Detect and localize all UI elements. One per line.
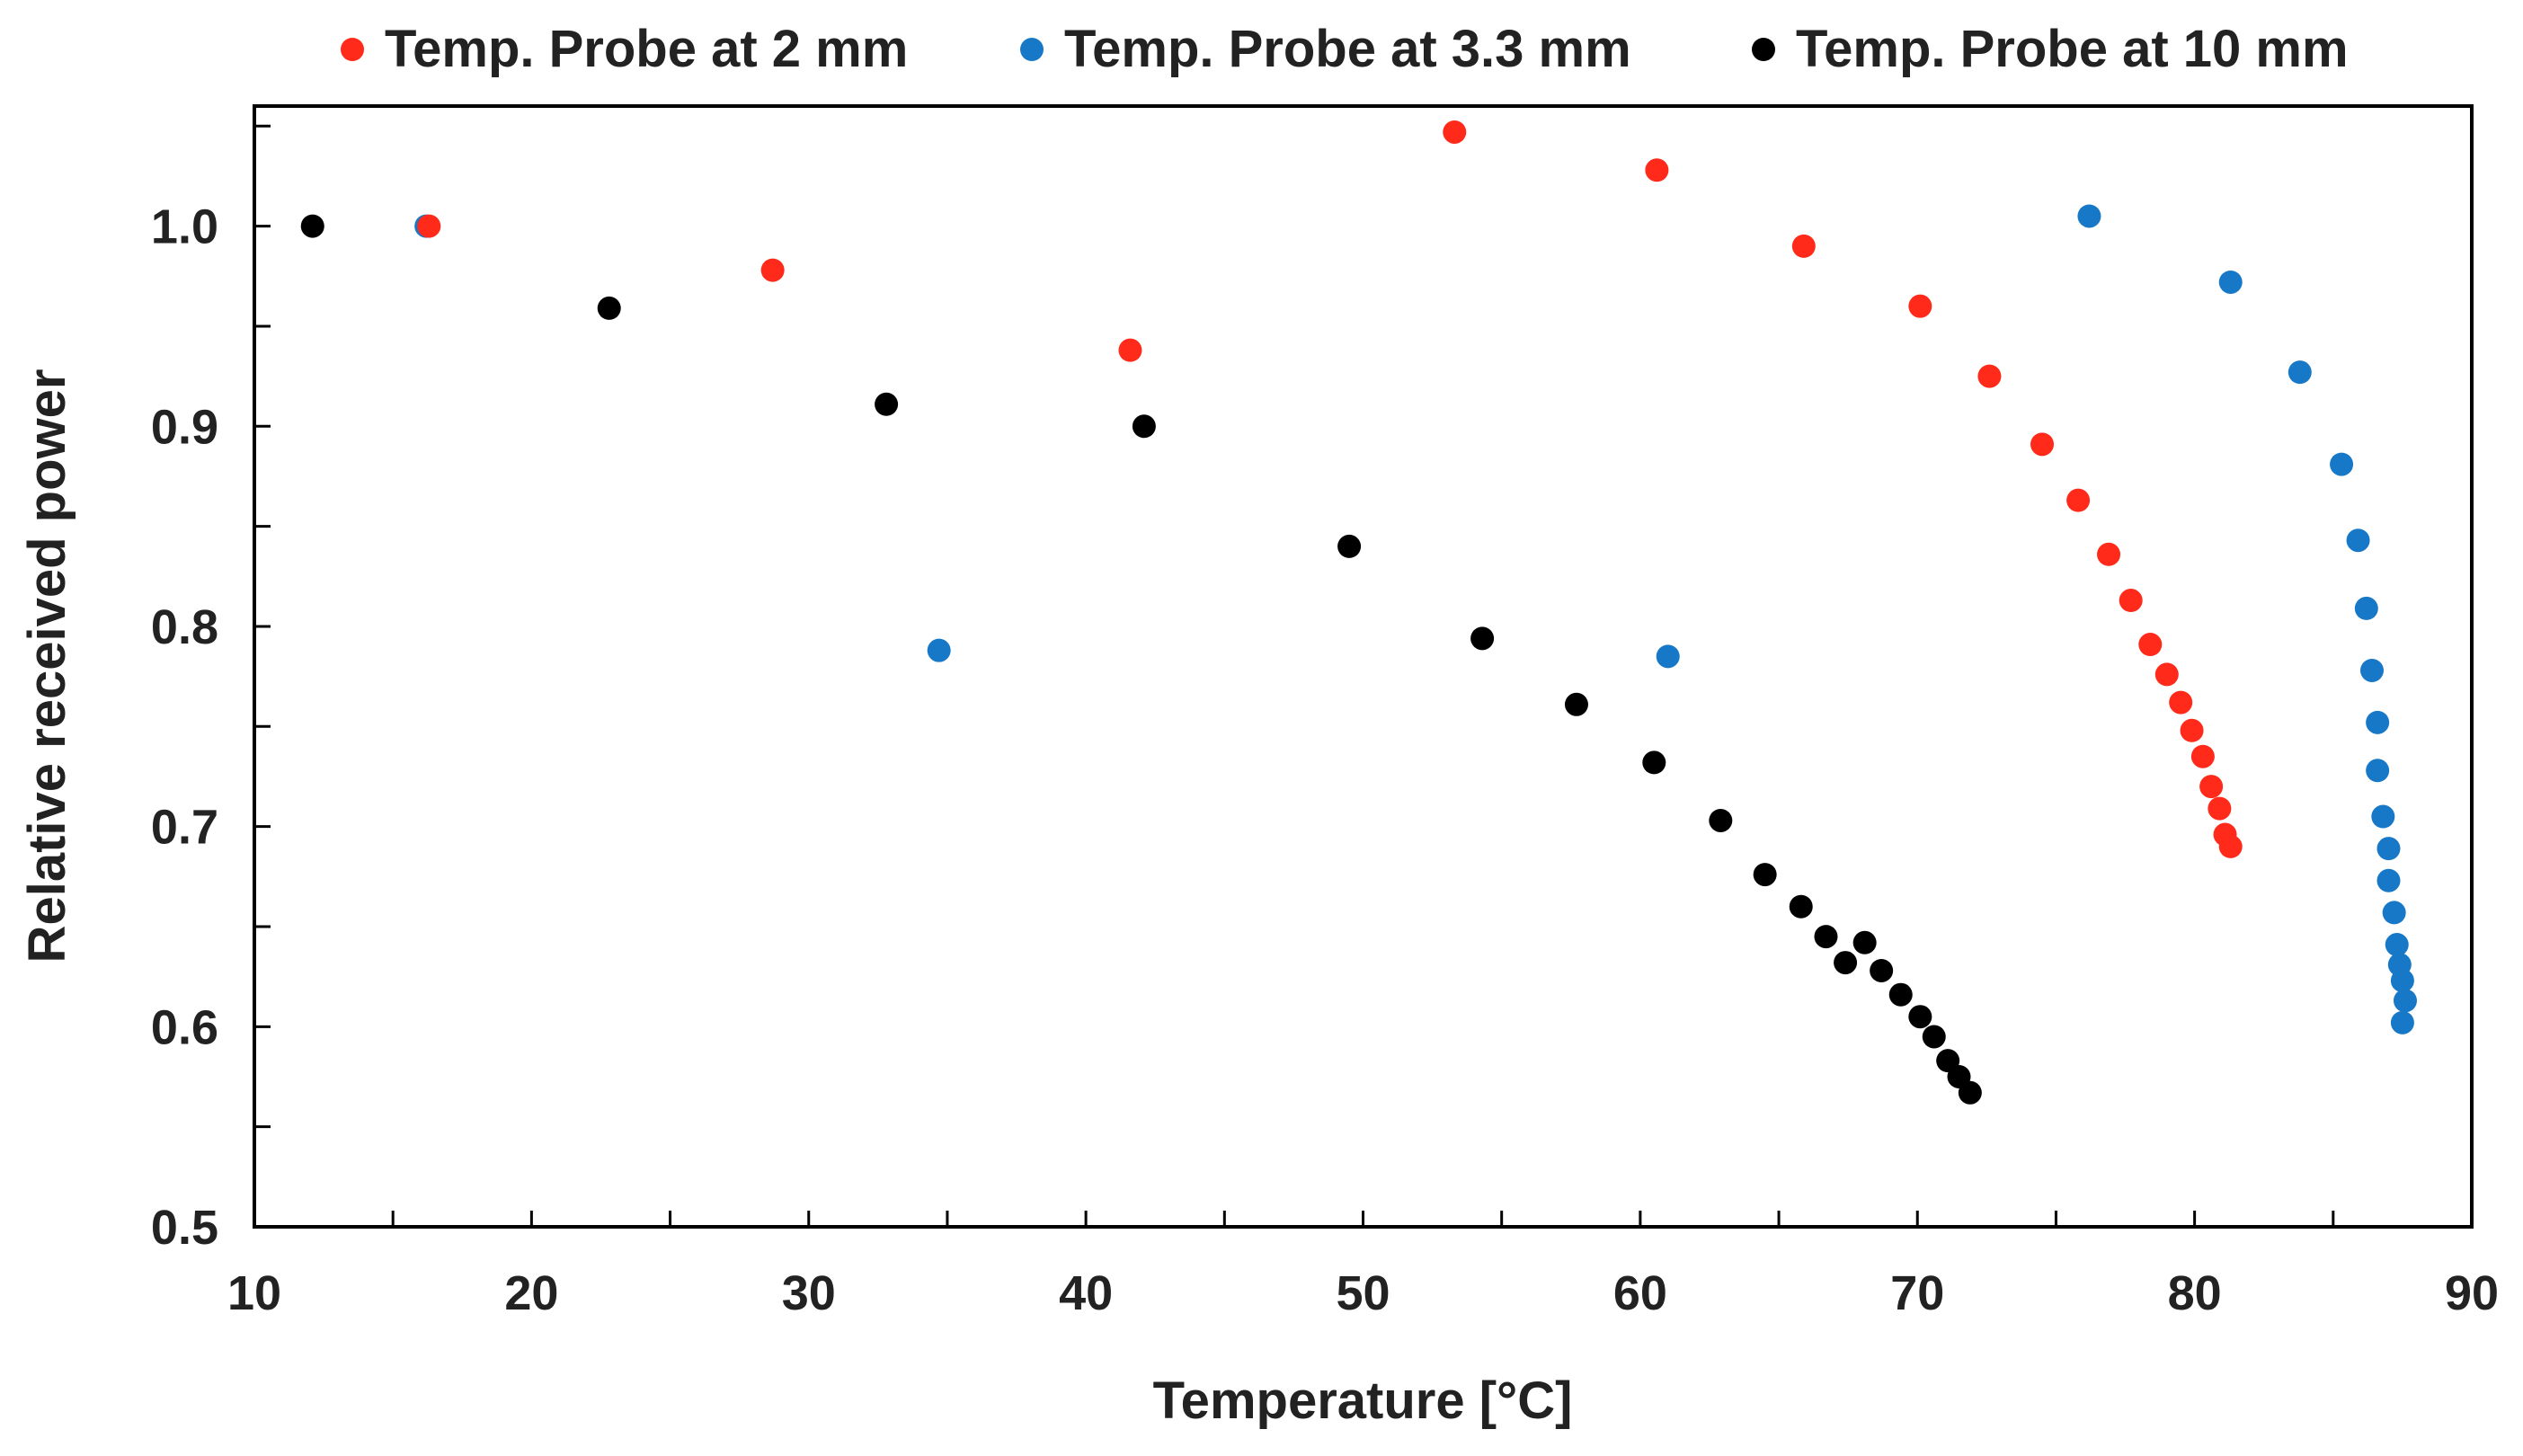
data-point [927,638,951,662]
data-point [2385,933,2409,957]
y-tick-label: 0.9 [151,400,218,454]
legend: Temp. Probe at 2 mm Temp. Probe at 3.3 mm… [341,20,2349,78]
data-point [300,214,324,238]
data-point [1645,158,1669,182]
plot-frame [253,104,2474,1229]
data-point [1443,120,1467,144]
x-tick-label: 80 [2168,1266,2222,1320]
data-point [2190,744,2215,768]
data-point [2354,596,2378,620]
data-point [1791,234,1816,258]
data-point [1922,1025,1946,1049]
data-point [2180,718,2204,742]
data-point [2138,633,2163,657]
data-point [2119,589,2143,613]
data-point [2097,542,2121,566]
series-1 [417,120,2243,858]
data-point [760,258,785,282]
legend-label: Temp. Probe at 10 mm [1796,20,2349,78]
data-point [2330,452,2354,476]
data-point [875,392,899,416]
data-point [1834,951,1858,975]
data-point [1337,534,1362,558]
x-tick-label: 70 [1890,1266,1944,1320]
data-point [1709,808,1733,832]
data-point [2393,989,2417,1013]
series-2 [414,204,2417,1034]
data-point [2376,837,2401,861]
legend-marker [341,38,364,61]
data-point [2077,204,2101,228]
x-tick-label: 60 [1613,1266,1667,1320]
data-point [2288,360,2312,385]
x-tick-label: 30 [782,1266,836,1320]
legend-label: Temp. Probe at 3.3 mm [1064,20,1631,78]
x-axis: 10 20 30 40 50 60 70 80 90 [227,1211,2499,1320]
data-point [2208,796,2232,821]
data-point [1789,894,1813,919]
data-point [2382,901,2406,925]
data-point [1753,863,1777,887]
data-point [2218,270,2243,294]
data-point [2359,658,2384,682]
series-3 [300,214,1982,1105]
data-point [2371,804,2395,829]
data-point [1977,364,2002,388]
data-point [2154,662,2179,687]
data-point [2199,775,2224,799]
y-tick-label: 0.6 [151,1000,218,1054]
data-point [1132,414,1156,439]
y-tick-label: 1.0 [151,200,218,254]
legend-marker [1020,38,1044,61]
data-point [2218,834,2243,858]
x-tick-label: 50 [1336,1266,1390,1320]
data-point [2066,488,2091,512]
data-point [1908,1005,1932,1029]
data-point [1958,1080,1982,1105]
data-point [597,296,621,320]
data-point [1564,692,1588,716]
data-point [2376,868,2401,892]
data-point [2169,690,2193,715]
data-point [2346,528,2370,553]
data-point [1814,925,1838,949]
data-point [1888,982,1913,1007]
x-tick-label: 10 [227,1266,281,1320]
data-point [2366,710,2390,734]
data-point [417,214,441,238]
data-point [1656,644,1680,669]
data-point [2366,759,2390,783]
y-tick-label: 0.5 [151,1201,218,1255]
y-tick-label: 0.8 [151,600,218,654]
data-point [1118,338,1142,362]
data-point [1642,750,1666,775]
x-tick-label: 20 [504,1266,558,1320]
data-point [2390,969,2414,993]
data-point [1852,930,1877,954]
x-tick-label: 40 [1059,1266,1113,1320]
data-point [2390,1010,2414,1034]
legend-label: Temp. Probe at 2 mm [385,20,908,78]
data-points [300,120,2417,1105]
data-point [1908,294,1932,318]
legend-marker [1752,38,1775,61]
x-tick-label: 90 [2445,1266,2499,1320]
data-point [1470,626,1495,651]
y-tick-label: 0.7 [151,801,218,855]
y-axis: 0.5 0.6 0.7 0.8 0.9 1.0 [151,124,271,1255]
data-point [1870,958,1894,982]
data-point [2030,432,2055,457]
y-axis-title: Relative received power [18,369,76,963]
x-axis-title: Temperature [°C] [1153,1372,1573,1430]
